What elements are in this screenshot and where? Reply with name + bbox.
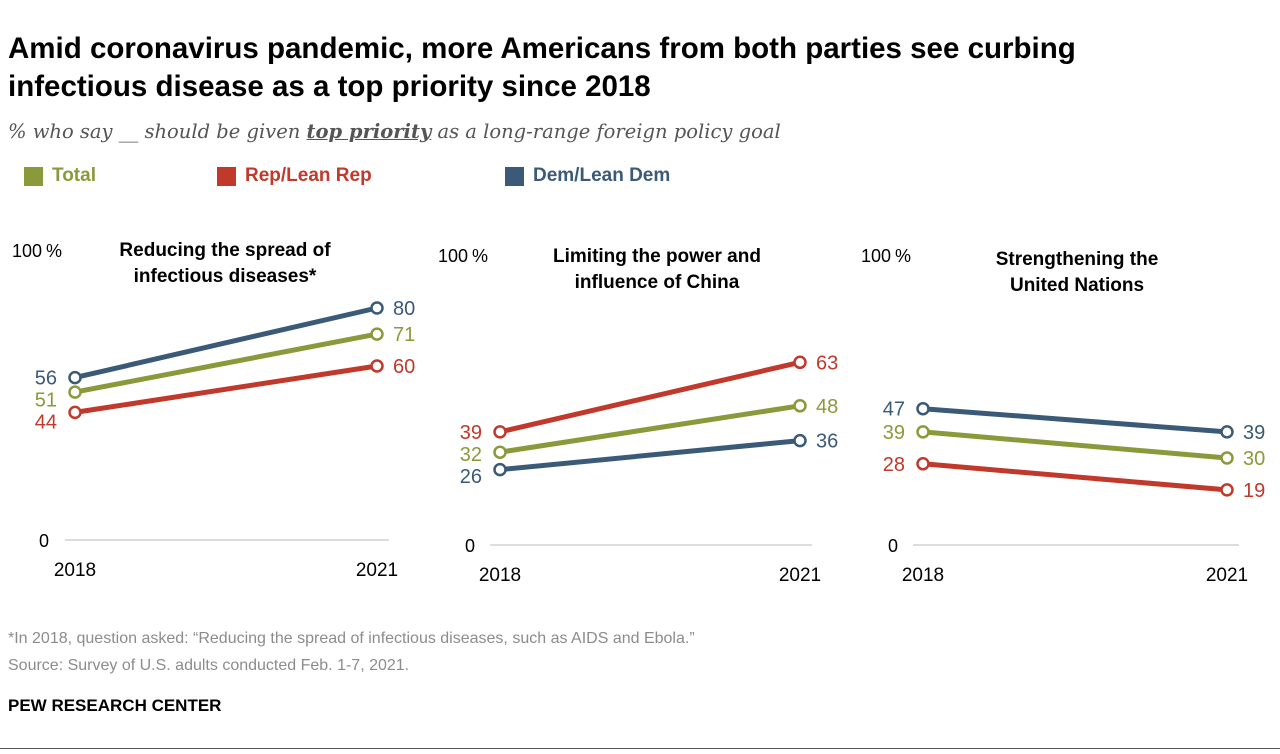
panel-1-label-total-2018: 51	[35, 390, 57, 412]
panel-1-title-line-1: Reducing the spread of	[119, 240, 331, 261]
legend-item-dem: Dem/Lean Dem	[505, 165, 670, 187]
panel-1-title-line-2: infectious diseases*	[134, 266, 317, 287]
panel-2-xtick-0: 2018	[479, 565, 521, 586]
panel-3-point-rep-lean-rep-2021	[1220, 483, 1234, 497]
panel-3-line-rep-lean-rep	[920, 461, 1230, 493]
subtitle-emphasis: top priority	[306, 120, 432, 143]
panel-2-label-dem-lean-dem-2018: 26	[460, 466, 482, 488]
panel-1-point-total-2018	[68, 385, 82, 399]
panel-3-label-total-2018: 39	[883, 422, 905, 444]
panel-3-title-line-1: Strengthening the	[996, 249, 1159, 270]
panel-2-ytick-bottom: 0	[465, 536, 475, 556]
panel-2-line-total	[497, 403, 803, 455]
panel-1-point-rep-lean-rep-2021	[370, 359, 384, 373]
panel-1-label-total-2021: 71	[393, 324, 415, 346]
panel-2-label-rep-lean-rep-2018: 39	[460, 422, 482, 444]
legend-swatch-rep	[217, 166, 236, 186]
panel-1-line-total	[72, 331, 380, 395]
panel-2-point-rep-lean-rep-2018	[493, 425, 507, 439]
panel-3-label-dem-lean-dem-2021: 39	[1243, 422, 1265, 444]
panel-3-line-total	[920, 429, 1230, 461]
panel-2-ytick-top-unit: %	[472, 246, 488, 266]
panel-1-ytick-top-value: 100	[12, 241, 42, 261]
panel-3-label-dem-lean-dem-2018: 47	[883, 399, 905, 421]
chart-title: Amid coronavirus pandemic, more American…	[8, 30, 1268, 106]
title-line-2: infectious disease as a top priority sin…	[8, 70, 651, 103]
panel-2-ytick-top: 100%	[438, 246, 488, 266]
legend-label-dem: Dem/Lean Dem	[533, 165, 671, 186]
panel-1-label-dem-lean-dem-2021: 80	[393, 298, 415, 320]
chart-subtitle: % who say __ should be given top priorit…	[8, 120, 781, 143]
panel-3-ytick-top-value: 100	[861, 246, 891, 266]
panel-2-ytick-top-value: 100	[438, 246, 468, 266]
panel-2-line-rep-lean-rep	[497, 359, 803, 435]
panel-2-title-line-2: influence of China	[575, 272, 740, 293]
legend-swatch-dem	[505, 166, 524, 186]
panel-1-point-rep-lean-rep-2018	[68, 405, 82, 420]
panel-2-point-dem-lean-dem-2018	[493, 462, 507, 477]
panel-3-ytick-top-unit: %	[895, 246, 911, 266]
panel-2-point-total-2018	[493, 445, 507, 459]
panel-2-label-total-2018: 32	[460, 444, 482, 466]
panel-1-xtick-1: 2021	[356, 560, 398, 581]
panel-3-point-total-2018	[916, 425, 930, 439]
panel-2-xtick-1: 2021	[779, 565, 821, 586]
legend-item-rep: Rep/Lean Rep	[217, 165, 372, 187]
panel-1-label-dem-lean-dem-2018: 56	[35, 368, 57, 390]
source-note: Source: Survey of U.S. adults conducted …	[8, 657, 410, 674]
panel-2-label-total-2021: 48	[816, 396, 838, 418]
panel-3-point-dem-lean-dem-2018	[916, 401, 930, 416]
panel-1-point-dem-lean-dem-2018	[68, 370, 82, 385]
panel-2-title-line-1: Limiting the power and	[553, 246, 761, 267]
legend-label-rep: Rep/Lean Rep	[245, 165, 372, 186]
footnote: *In 2018, question asked: “Reducing the …	[8, 630, 695, 647]
panel-1-ytick-top-unit: %	[46, 241, 62, 261]
subtitle-pre: % who say __ should be given	[8, 120, 307, 143]
panel-1-point-dem-lean-dem-2021	[370, 301, 384, 315]
panel-1-label-rep-lean-rep-2021: 60	[393, 356, 415, 378]
legend-swatch-total	[24, 166, 43, 186]
title-line-1: Amid coronavirus pandemic, more American…	[8, 32, 1076, 65]
panel-2-point-rep-lean-rep-2021	[793, 355, 807, 370]
panel-2-label-dem-lean-dem-2021: 36	[816, 431, 838, 453]
panel-3-label-rep-lean-rep-2018: 28	[883, 454, 905, 476]
panel-1-line-dem-lean-dem	[72, 305, 380, 381]
panel-1-line-rep-lean-rep	[72, 363, 380, 415]
panel-3-label-rep-lean-rep-2021: 19	[1243, 480, 1265, 502]
panel-3-ytick-top: 100%	[861, 246, 911, 266]
panel-2-label-rep-lean-rep-2021: 63	[816, 352, 838, 374]
legend: Total Rep/Lean Rep Dem/Lean Dem	[0, 165, 1280, 191]
panel-1-label-rep-lean-rep-2018: 44	[35, 412, 57, 434]
panel-3-xtick-1: 2021	[1206, 565, 1248, 586]
panel-2-line-dem-lean-dem	[497, 438, 803, 473]
panel-2-point-dem-lean-dem-2021	[793, 433, 807, 448]
panel-3-xtick-0: 2018	[902, 565, 944, 586]
org-name: PEW RESEARCH CENTER	[8, 696, 222, 715]
panel-3-point-dem-lean-dem-2021	[1220, 425, 1234, 439]
legend-item-total: Total	[24, 165, 96, 187]
panel-3-label-total-2021: 30	[1243, 448, 1265, 470]
legend-label-total: Total	[52, 165, 96, 186]
panel-2-point-total-2021	[793, 399, 807, 413]
panel-3-ytick-bottom: 0	[888, 536, 898, 556]
subtitle-post: as a long-range foreign policy goal	[431, 120, 781, 143]
panel-1-xtick-0: 2018	[54, 560, 96, 581]
bottom-divider	[0, 748, 1280, 749]
panel-1-ytick-top: 100%	[12, 241, 62, 261]
panel-3-title-line-2: United Nations	[1010, 275, 1144, 296]
panel-3-point-total-2021	[1220, 451, 1234, 465]
panel-1-point-total-2021	[370, 327, 384, 341]
panel-3-point-rep-lean-rep-2018	[916, 457, 930, 471]
panel-1-ytick-bottom: 0	[39, 531, 49, 551]
panel-3-line-dem-lean-dem	[920, 406, 1230, 435]
